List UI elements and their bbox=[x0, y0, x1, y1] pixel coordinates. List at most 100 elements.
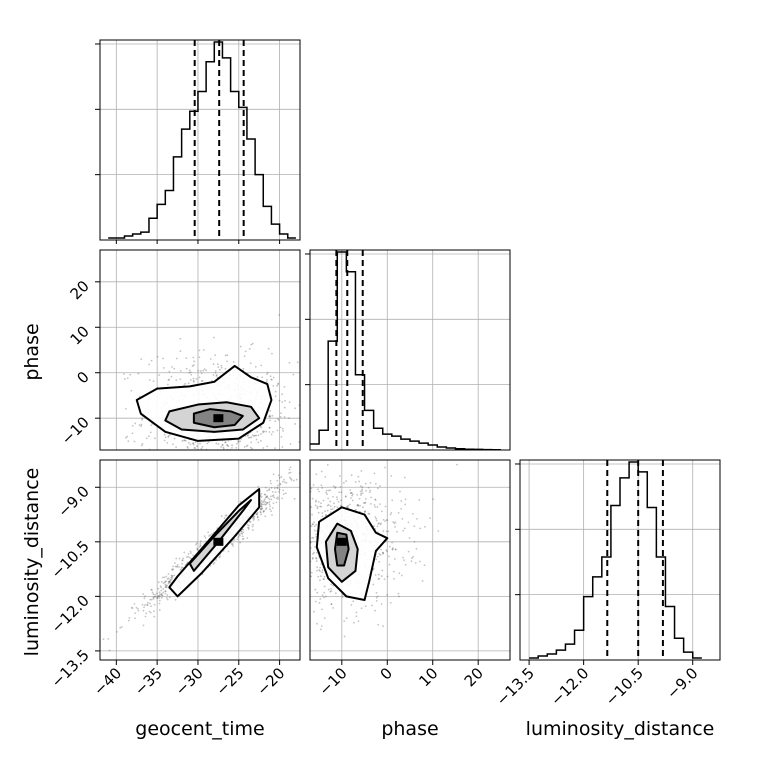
scatter-point bbox=[245, 602, 247, 604]
scatter-point bbox=[153, 596, 155, 598]
scatter-point bbox=[352, 600, 355, 603]
scatter-point bbox=[278, 476, 281, 479]
scatter-point bbox=[262, 510, 265, 513]
scatter-point bbox=[293, 549, 295, 551]
scatter-point bbox=[150, 605, 152, 608]
scatter-point bbox=[233, 478, 235, 480]
scatter-point bbox=[265, 430, 267, 433]
scatter-point bbox=[231, 444, 233, 447]
scatter-point bbox=[202, 349, 205, 351]
scatter-point bbox=[316, 591, 319, 594]
scatter-point bbox=[335, 496, 338, 499]
scatter-point bbox=[141, 443, 144, 445]
scatter-point bbox=[349, 491, 352, 494]
scatter-point bbox=[301, 563, 303, 565]
scatter-point bbox=[418, 499, 421, 501]
scatter-point bbox=[289, 476, 291, 479]
scatter-point bbox=[226, 354, 229, 357]
scatter-point bbox=[236, 467, 238, 469]
scatter-point bbox=[296, 535, 298, 537]
scatter-point bbox=[223, 517, 226, 519]
scatter-point bbox=[220, 515, 223, 517]
scatter-point bbox=[303, 538, 305, 540]
scatter-point bbox=[402, 529, 404, 532]
scatter-point bbox=[290, 560, 292, 562]
scatter-point bbox=[394, 548, 397, 551]
scatter-point bbox=[123, 378, 126, 380]
scatter-point bbox=[259, 440, 262, 442]
scatter-point bbox=[257, 481, 259, 483]
scatter-point bbox=[355, 508, 358, 511]
scatter-point bbox=[311, 523, 314, 526]
scatter-point bbox=[311, 537, 314, 540]
scatter-point bbox=[279, 416, 282, 418]
scatter-point bbox=[294, 407, 297, 410]
scatter-point bbox=[108, 649, 111, 652]
scatter-point bbox=[343, 635, 346, 638]
scatter-point bbox=[307, 560, 309, 562]
scatter-point bbox=[181, 440, 184, 442]
scatter-point bbox=[179, 465, 181, 467]
scatter-point bbox=[296, 590, 298, 592]
scatter-point bbox=[311, 513, 313, 516]
scatter-point bbox=[240, 452, 242, 454]
scatter-point bbox=[383, 578, 386, 581]
scatter-point bbox=[274, 551, 276, 553]
scatter-point bbox=[382, 530, 385, 532]
scatter-point bbox=[379, 503, 381, 505]
scatter-point bbox=[207, 531, 210, 534]
scatter-point bbox=[164, 590, 166, 593]
scatter-point bbox=[190, 488, 192, 490]
scatter-point bbox=[240, 530, 243, 533]
scatter-point bbox=[391, 548, 394, 551]
scatter-point bbox=[277, 474, 280, 477]
scatter-point bbox=[389, 513, 392, 516]
scatter-point bbox=[234, 451, 236, 453]
scatter-point bbox=[276, 384, 279, 387]
scatter-point bbox=[257, 519, 260, 521]
scatter-point bbox=[382, 552, 385, 555]
scatter-point bbox=[384, 466, 386, 469]
scatter-point bbox=[272, 461, 274, 463]
scatter-point bbox=[283, 452, 285, 454]
scatter-point bbox=[242, 528, 244, 531]
scatter-point bbox=[364, 510, 366, 513]
scatter-point bbox=[276, 597, 278, 599]
scatter-point bbox=[313, 521, 315, 524]
scatter-point bbox=[320, 462, 322, 464]
scatter-point bbox=[284, 481, 286, 484]
scatter-point bbox=[199, 370, 202, 372]
scatter-point bbox=[331, 508, 334, 510]
scatter-point bbox=[313, 610, 315, 613]
scatter-point bbox=[244, 475, 246, 477]
pair-geocent_time-vs-luminosity_distance bbox=[99, 459, 304, 661]
scatter-point bbox=[188, 371, 191, 374]
scatter-point bbox=[288, 468, 291, 471]
scatter-point bbox=[303, 558, 305, 560]
scatter-point bbox=[195, 466, 197, 468]
scatter-point bbox=[130, 389, 133, 392]
scatter-point bbox=[246, 523, 249, 526]
scatter-point bbox=[327, 497, 330, 500]
scatter-point bbox=[237, 440, 239, 442]
scatter-point bbox=[215, 559, 218, 561]
scatter-point bbox=[192, 356, 195, 359]
scatter-point bbox=[364, 498, 367, 500]
scatter-point bbox=[277, 383, 279, 386]
scatter-point bbox=[379, 523, 382, 526]
scatter-point bbox=[298, 559, 300, 561]
scatter-point bbox=[261, 501, 264, 504]
scatter-point bbox=[302, 524, 304, 526]
scatter-point bbox=[367, 512, 370, 515]
scatter-point bbox=[314, 588, 317, 591]
scatter-point bbox=[302, 465, 304, 467]
scatter-point bbox=[265, 496, 268, 498]
scatter-point bbox=[286, 451, 288, 453]
scatter-point bbox=[374, 506, 377, 508]
scatter-point bbox=[142, 609, 145, 612]
scatter-point bbox=[265, 502, 268, 505]
scatter-point bbox=[164, 590, 167, 593]
scatter-point bbox=[209, 461, 211, 463]
scatter-point bbox=[173, 562, 176, 564]
